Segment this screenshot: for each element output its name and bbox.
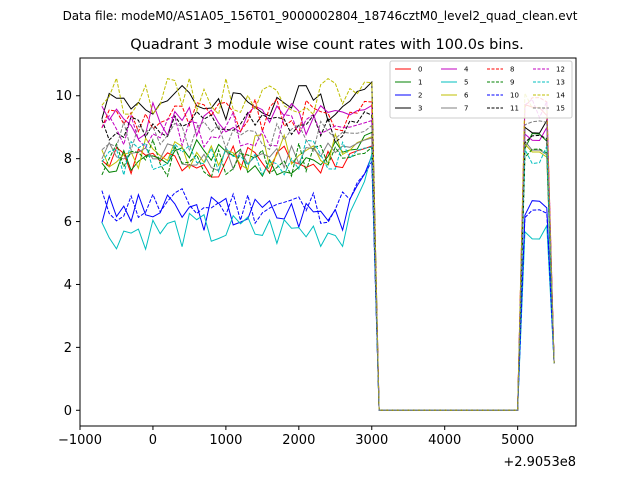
legend-label-8: 8 — [510, 66, 514, 74]
series-line-0 — [101, 103, 555, 411]
x-tick-label: 5000 — [501, 433, 534, 448]
legend-frame — [389, 60, 573, 119]
x-tick-label: 3000 — [355, 433, 388, 448]
y-tick-label: 4 — [64, 278, 72, 293]
series-line-9 — [101, 138, 555, 411]
legend-label-9: 9 — [510, 79, 514, 87]
x-axis: −1000 0 1000 2000 3000 4000 5000 — [58, 426, 534, 448]
y-tick-label: 8 — [64, 152, 72, 167]
y-tick-label: 2 — [64, 341, 72, 356]
legend-label-4: 4 — [464, 66, 469, 74]
y-axis: 0 2 4 6 8 10 — [55, 89, 80, 419]
legend-label-3: 3 — [418, 105, 422, 113]
series-line-2 — [101, 155, 555, 411]
series-line-10 — [101, 159, 555, 411]
legend-label-14: 14 — [556, 92, 565, 100]
legend-label-12: 12 — [556, 66, 565, 74]
x-tick-label: 2000 — [282, 433, 315, 448]
suptitle: Data file: modeM0/AS1A05_156T01_90000028… — [63, 9, 578, 23]
plot-frame — [79, 57, 577, 427]
chart-title: Quadrant 3 module wise count rates with … — [130, 37, 524, 53]
legend-label-2: 2 — [418, 92, 422, 100]
y-tick-label: 0 — [64, 404, 72, 419]
series-line-7 — [101, 137, 555, 411]
legend-label-6: 6 — [464, 92, 469, 100]
x-tick-label: 1000 — [209, 433, 242, 448]
x-tick-label: 0 — [149, 433, 157, 448]
series-line-5 — [101, 153, 555, 411]
legend-label-5: 5 — [464, 79, 468, 87]
series-line-15 — [101, 120, 555, 411]
legend-label-11: 11 — [510, 105, 519, 113]
legend-label-0: 0 — [418, 66, 422, 74]
series-line-4 — [101, 100, 555, 411]
y-tick-label: 6 — [64, 215, 72, 230]
legend-label-1: 1 — [418, 79, 422, 87]
series-line-6 — [101, 132, 555, 411]
legend-label-13: 13 — [556, 79, 565, 87]
plot-lines — [101, 76, 555, 411]
legend-label-7: 7 — [464, 105, 468, 113]
x-tick-label: −1000 — [58, 433, 102, 448]
legend-label-15: 15 — [556, 105, 565, 113]
legend-label-10: 10 — [510, 92, 519, 100]
series-line-12 — [101, 98, 555, 411]
x-offset-label: +2.9053e8 — [503, 455, 576, 470]
series-line-13 — [101, 139, 555, 411]
x-tick-label: 4000 — [428, 433, 461, 448]
series-line-1 — [101, 131, 555, 411]
y-tick-label: 10 — [55, 89, 72, 104]
